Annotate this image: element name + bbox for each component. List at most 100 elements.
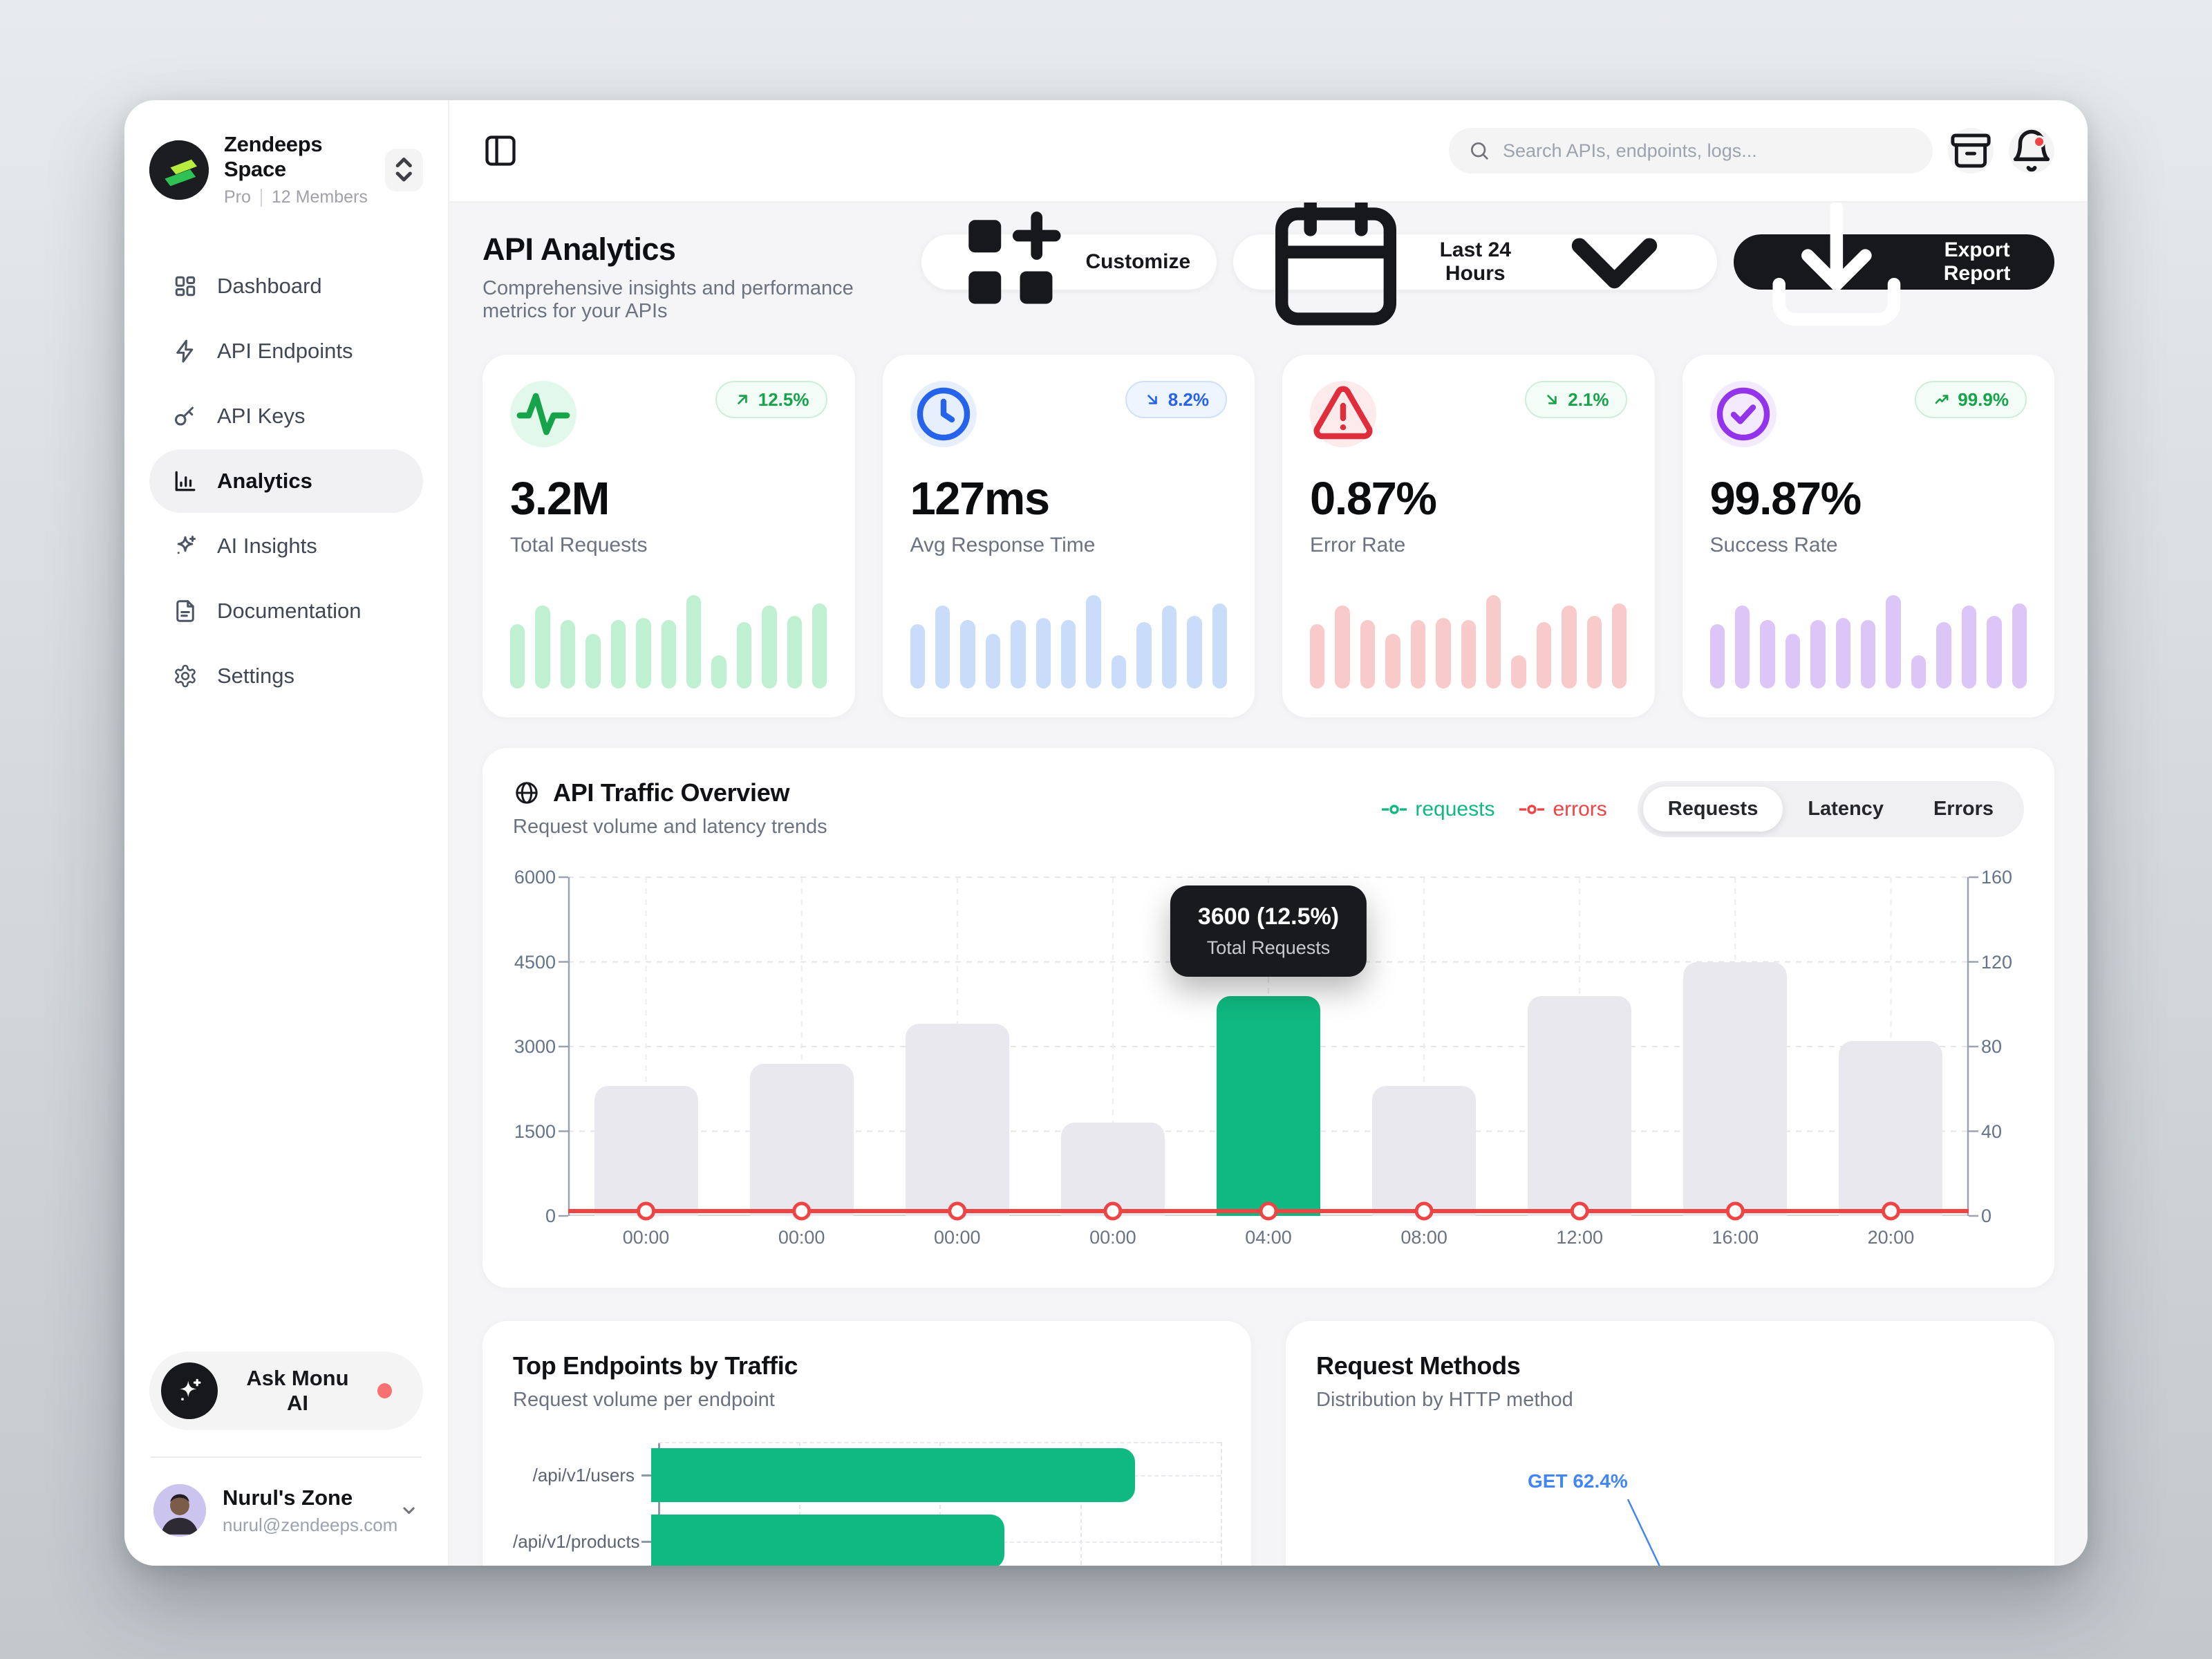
y-tick-label: 80 [1981,1036,2003,1057]
axis-tick [641,1540,651,1543]
stat-sparkline [510,585,827,688]
x-tick-label: 16:00 [1712,1227,1759,1248]
x-tick-label: 20:00 [1867,1227,1915,1248]
traffic-bar[interactable] [1372,1086,1477,1216]
archive-icon [1948,128,1994,174]
workspace-switcher-button[interactable] [385,148,423,191]
arrow-up-right-icon [733,391,751,409]
traffic-bar[interactable] [1528,995,1632,1216]
workspace-members: 12 Members [271,187,368,207]
endpoint-bar[interactable] [651,1515,1004,1566]
user-name: Nurul's Zone [223,1485,353,1510]
y-axis-left: 0 1500 3000 4500 6000 [513,867,568,1226]
sidebar-toggle-button[interactable] [482,133,518,169]
trend-badge: 2.1% [1525,381,1627,418]
avatar [153,1484,206,1537]
stat-sparkline [1709,585,2027,688]
chevrons-up-down-icon [385,151,423,189]
sidebar-item-dashboard[interactable]: Dashboard [149,254,423,318]
tab-errors[interactable]: Errors [1933,798,1994,820]
legend-item-errors: errors [1519,798,1607,821]
y-axis-right: 0 40 80 120 160 [1969,867,2024,1226]
traffic-bar[interactable] [1683,962,1788,1216]
sidebar-item-api-keys[interactable]: API Keys [149,384,423,448]
export-report-button[interactable]: Export Report [1734,203,2054,326]
layout-dashboard-icon [173,274,198,299]
y-tick-label: 0 [545,1206,556,1226]
x-axis-labels: 00:00 00:00 00:00 00:00 04:00 08:00 12:00 16:00… [568,1227,1969,1257]
tab-latency[interactable]: Latency [1808,798,1884,820]
stat-sparkline [910,585,1228,688]
traffic-bar[interactable] [749,1063,854,1216]
chevron-down-icon [1538,203,1691,339]
endpoint-bar[interactable] [651,1448,1136,1502]
divider [260,188,262,207]
customize-label: Customize [1085,250,1191,273]
chevron-down-icon [399,1499,419,1521]
stat-sparkline [1310,585,1627,688]
sidebar-item-ai-insights[interactable]: AI Insights [149,514,423,578]
search-icon [1468,140,1490,162]
stat-label: Avg Response Time [910,534,1096,556]
y-tick-label: 1500 [514,1121,556,1142]
zap-icon [173,339,198,364]
endpoint-label: /api/v1/users [532,1464,635,1485]
topbar: Search APIs, endpoints, logs... [449,100,2088,203]
sidebar-item-label: AI Insights [217,534,317,558]
arrow-down-right-icon [1143,391,1161,409]
globe-icon [513,779,541,807]
sidebar-item-analytics[interactable]: Analytics [149,449,423,513]
callout-leader-line [1627,1499,1660,1566]
notifications-button[interactable] [2009,128,2054,174]
date-range-button[interactable]: Last 24 Hours [1233,203,1718,326]
sidebar-nav: Dashboard API Endpoints API Keys Analyti… [149,254,423,708]
y-tick-label: 160 [1981,867,2013,888]
traffic-bar[interactable] [1217,995,1320,1216]
traffic-bar[interactable] [1060,1123,1165,1216]
sidebar-item-label: API Endpoints [217,339,353,363]
ai-notification-dot [377,1383,392,1398]
stat-card-error-rate: 2.1% 0.87% Error Rate [1282,355,1655,718]
x-tick-label: 08:00 [1400,1227,1447,1248]
stat-label: Total Requests [510,534,648,556]
divider [151,1456,422,1458]
tooltip-value: 3600 (12.5%) [1197,903,1340,930]
content: API Analytics Comprehensive insights and… [449,203,2088,1566]
x-tick-label: 00:00 [622,1227,670,1248]
user-profile-menu[interactable]: Nurul's Zone nurul@zendeeps.com [149,1484,423,1537]
stat-value: 0.87% [1310,473,1437,525]
sparkles-icon [173,534,198,559]
sidebar-item-api-endpoints[interactable]: API Endpoints [149,319,423,383]
traffic-bar[interactable] [594,1086,698,1216]
traffic-bar[interactable] [1839,1040,1943,1216]
stat-cards-row: 12.5% 3.2M Total Requests 8.2% 127ms Avg… [482,355,2054,718]
stat-value: 127ms [910,473,1051,525]
sidebar-item-settings[interactable]: Settings [149,644,423,708]
app-window: Zendeeps Space Pro 12 Members Dashboard … [124,100,2088,1566]
sidebar-item-label: Documentation [217,599,362,623]
x-tick-label: 00:00 [778,1227,825,1248]
axis-tick [641,1474,651,1477]
chart-tooltip: 3600 (12.5%) Total Requests [1170,885,1367,977]
settings-icon [173,664,198,688]
customize-button[interactable]: Customize [921,212,1217,304]
tooltip-label: Total Requests [1206,937,1331,958]
stat-card-success-rate: 99.9% 99.87% Success Rate [1682,355,2054,718]
grid-plus-icon [948,203,1074,325]
traffic-bar[interactable] [905,1024,1009,1216]
arrow-down-right-icon [1543,391,1561,409]
ask-ai-button[interactable]: Ask Monu AI [149,1351,423,1430]
sidebar-item-documentation[interactable]: Documentation [149,579,423,643]
main-area: Search APIs, endpoints, logs... API Anal… [449,100,2088,1566]
workspace-plan: Pro [224,187,251,207]
tab-requests[interactable]: Requests [1642,787,1783,832]
sidebar-item-label: Settings [217,664,295,688]
ai-sparkle-icon [161,1362,218,1419]
x-tick-label: 00:00 [1089,1227,1136,1248]
search-input[interactable]: Search APIs, endpoints, logs... [1449,128,1933,174]
inbox-button[interactable] [1948,128,1994,174]
y-tick-label: 0 [1981,1206,1992,1226]
workspace-header: Zendeeps Space Pro 12 Members [149,132,423,207]
download-icon [1760,203,1913,339]
endpoint-row: /api/v1/users [513,1442,1221,1508]
